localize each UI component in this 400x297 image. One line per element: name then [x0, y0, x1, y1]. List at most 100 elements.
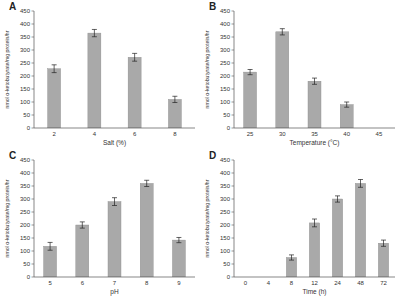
- y-tick: [232, 225, 235, 226]
- y-tick-label: 450: [20, 157, 31, 163]
- y-tick: [32, 24, 35, 25]
- error-bar: [381, 240, 386, 246]
- y-tick: [232, 212, 235, 213]
- bar: [88, 33, 101, 128]
- y-tick: [32, 238, 35, 239]
- x-tick-label: 4: [267, 280, 271, 286]
- error-bar: [52, 65, 57, 73]
- y-tick-label: 150: [20, 86, 31, 92]
- y-tick: [232, 102, 235, 103]
- y-tick-label: 200: [220, 222, 231, 228]
- y-tick: [232, 50, 235, 51]
- panel: Dnmol α-ketobutyrate/mg protein/hr050100…: [204, 150, 395, 296]
- y-tick: [32, 102, 35, 103]
- y-tick: [232, 37, 235, 38]
- y-tick-label: 300: [220, 196, 231, 202]
- y-tick-label: 450: [220, 8, 231, 14]
- y-tick-label: 200: [220, 73, 231, 79]
- plot-area: [244, 29, 354, 128]
- y-tick: [32, 50, 35, 51]
- y-tick: [32, 76, 35, 77]
- error-bar: [335, 196, 340, 202]
- x-tick-label: 6: [133, 131, 137, 137]
- y-tick-label: 350: [220, 34, 231, 40]
- y-tick: [232, 160, 235, 161]
- y-tick-label: 200: [20, 222, 31, 228]
- bar: [308, 81, 321, 128]
- x-tick-label: 2: [52, 131, 56, 137]
- y-tick-label: 50: [23, 261, 30, 267]
- x-tick-label: 45: [376, 131, 383, 137]
- plot-area: [286, 180, 388, 278]
- error-bar: [176, 237, 181, 242]
- y-axis: [34, 11, 35, 128]
- y-tick: [232, 264, 235, 265]
- y-tick-label: 100: [20, 99, 31, 105]
- x-tick-label: 30: [279, 131, 286, 137]
- y-tick: [232, 115, 235, 116]
- bar: [48, 69, 61, 128]
- y-tick: [232, 63, 235, 64]
- y-tick: [232, 186, 235, 187]
- error-bar: [248, 70, 253, 75]
- y-tick-label: 100: [20, 248, 31, 254]
- x-axis: [34, 277, 195, 278]
- x-tick-label: 9: [177, 280, 181, 286]
- y-tick-label: 50: [223, 261, 230, 267]
- bar: [168, 99, 181, 128]
- y-tick: [232, 128, 235, 129]
- y-axis: [234, 160, 235, 277]
- x-axis-label: Time (h): [303, 288, 327, 296]
- y-tick: [232, 11, 235, 12]
- y-tick-label: 250: [220, 209, 231, 215]
- bar: [309, 223, 319, 277]
- error-bar: [132, 53, 137, 61]
- bar: [128, 57, 141, 128]
- y-tick-label: 150: [220, 86, 231, 92]
- x-axis-label: Salt (%): [103, 139, 126, 147]
- x-tick-label: 4: [93, 131, 97, 137]
- error-bar: [172, 96, 177, 102]
- plot-area: [48, 29, 182, 128]
- y-tick: [232, 251, 235, 252]
- x-axis: [34, 128, 195, 129]
- error-bar: [48, 242, 53, 250]
- panel-label: B: [209, 1, 216, 12]
- x-tick-label: 8: [145, 280, 149, 286]
- y-tick-label: 250: [20, 209, 31, 215]
- y-tick: [232, 173, 235, 174]
- bar: [44, 246, 57, 277]
- y-tick-label: 300: [20, 196, 31, 202]
- y-tick: [232, 238, 235, 239]
- bar: [140, 183, 153, 277]
- y-axis-label: nmol α-ketobutyrate/mg protein/hr: [4, 30, 10, 108]
- y-tick: [32, 128, 35, 129]
- y-tick: [232, 89, 235, 90]
- y-tick: [232, 277, 235, 278]
- error-bar: [112, 198, 117, 206]
- x-tick-label: 72: [380, 280, 387, 286]
- y-tick-label: 0: [27, 274, 31, 280]
- x-tick-label: 48: [357, 280, 364, 286]
- y-tick-label: 100: [220, 248, 231, 254]
- x-axis: [234, 128, 395, 129]
- panel-label: A: [9, 1, 16, 12]
- y-tick: [32, 199, 35, 200]
- panel-label: D: [209, 150, 216, 161]
- error-bar: [312, 78, 317, 84]
- y-tick: [32, 212, 35, 213]
- y-tick-label: 250: [20, 60, 31, 66]
- bar: [340, 105, 353, 128]
- error-bar: [358, 180, 363, 188]
- bar: [332, 199, 342, 277]
- error-bar: [144, 180, 149, 186]
- y-tick-label: 450: [20, 8, 31, 14]
- y-tick: [32, 89, 35, 90]
- panel: Cnmol α-ketobutyrate/mg protein/hr050100…: [4, 150, 195, 296]
- bar: [76, 225, 89, 277]
- bar: [108, 202, 121, 277]
- y-axis: [34, 160, 35, 277]
- y-tick-label: 0: [27, 125, 31, 131]
- y-tick-label: 0: [227, 125, 231, 131]
- y-tick: [232, 76, 235, 77]
